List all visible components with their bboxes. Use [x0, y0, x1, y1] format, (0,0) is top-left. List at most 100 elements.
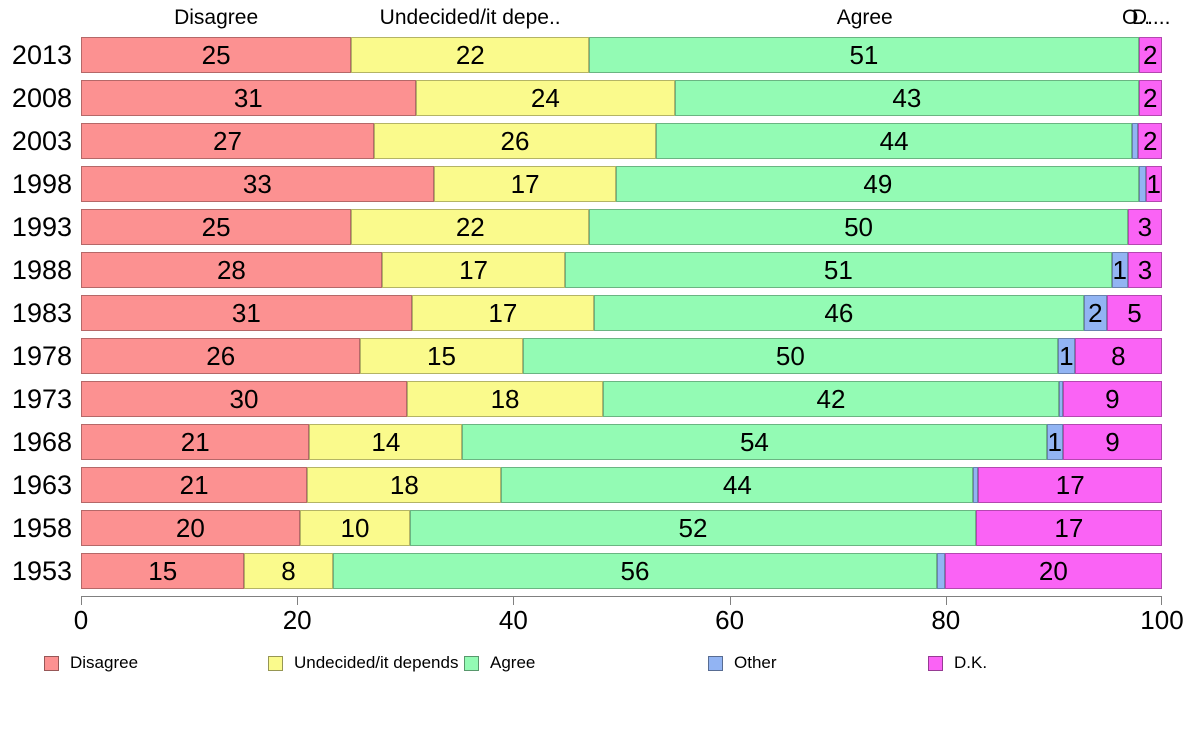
- value-label: 1: [1059, 341, 1074, 371]
- bar-segment-undecided-it-depends[interactable]: 14: [309, 424, 463, 460]
- bar-segment-agree[interactable]: 54: [462, 424, 1047, 460]
- x-axis-tick: [513, 597, 515, 605]
- bar-segment-undecided-it-depends[interactable]: 18: [307, 467, 502, 503]
- value-label: 43: [892, 83, 922, 113]
- legend-label: Other: [734, 653, 777, 672]
- bar-segment-disagree[interactable]: 21: [81, 467, 308, 503]
- bar-segment-d-k[interactable]: 1: [1145, 166, 1162, 202]
- bar-segment-undecided-it-depends[interactable]: 17: [411, 295, 594, 331]
- bar-segment-agree[interactable]: 43: [675, 80, 1139, 116]
- bar-segment-disagree[interactable]: 30: [81, 381, 407, 417]
- bar-track: 21 14 54 1 9: [81, 424, 1163, 460]
- bar-segment-other[interactable]: 1: [1058, 338, 1075, 374]
- bar-segment-disagree[interactable]: 33: [81, 166, 434, 202]
- legend-swatch-disagree: [44, 655, 59, 671]
- bar-segment-undecided-it-depends[interactable]: 8: [244, 553, 333, 589]
- bar-track: 21 18 44 17: [81, 467, 1162, 503]
- bar-segment-disagree[interactable]: 25: [81, 37, 352, 73]
- bar-segment-undecided-it-depends[interactable]: 26: [373, 123, 657, 159]
- value-label: 24: [530, 83, 560, 113]
- bar-track: 25 22 50 3: [81, 209, 1162, 245]
- year-label: 2003: [11, 126, 72, 156]
- bar-segment-undecided-it-depends[interactable]: 22: [351, 209, 590, 245]
- x-axis-tick: [945, 597, 947, 605]
- bar-segment-undecided-it-depends[interactable]: 17: [381, 252, 566, 288]
- bar-segment-disagree[interactable]: 31: [81, 295, 412, 331]
- bar-segment-undecided-it-depends[interactable]: 10: [299, 510, 411, 546]
- value-label: 31: [233, 83, 263, 113]
- bar-segment-other[interactable]: [1132, 123, 1139, 159]
- bar-segment-d-k[interactable]: 2: [1138, 37, 1162, 73]
- bar-segment-disagree[interactable]: 26: [81, 338, 361, 374]
- bar-segment-disagree[interactable]: 21: [81, 424, 310, 460]
- value-label: 31: [231, 298, 261, 328]
- bar-segment-d-k[interactable]: 17: [975, 510, 1162, 546]
- x-axis-tick-label: 60: [715, 605, 745, 635]
- bar-segment-agree[interactable]: 51: [565, 252, 1112, 288]
- bar-track: 20 10 52 17: [81, 510, 1162, 546]
- bar-segment-agree[interactable]: 56: [332, 553, 938, 589]
- bar-segment-other[interactable]: [937, 553, 945, 589]
- bar-segment-d-k[interactable]: 8: [1074, 338, 1162, 374]
- bar-segment-undecided-it-depends[interactable]: 17: [433, 166, 617, 202]
- value-label: 33: [242, 169, 272, 199]
- bar-track: 25 22 51 2: [81, 37, 1162, 73]
- legend-item-d-k[interactable]: D.K.: [928, 650, 987, 676]
- value-label: 20: [175, 513, 205, 543]
- value-label: 9: [1105, 384, 1120, 414]
- bar-segment-disagree[interactable]: 20: [81, 510, 300, 546]
- x-axis-tick: [81, 597, 82, 605]
- value-label: 22: [455, 212, 485, 242]
- bar-segment-d-k[interactable]: 9: [1062, 381, 1162, 417]
- bar-segment-disagree[interactable]: 27: [81, 123, 374, 159]
- value-label: 1: [1047, 427, 1062, 457]
- bar-segment-disagree[interactable]: 25: [81, 209, 352, 245]
- legend-item-other[interactable]: Other: [708, 650, 777, 676]
- bar-segment-agree[interactable]: 52: [410, 510, 976, 546]
- value-label: 15: [148, 556, 178, 586]
- bar-segment-d-k[interactable]: 2: [1138, 123, 1162, 159]
- column-header-undecided-it-depe: Undecided/it depe..: [379, 6, 561, 29]
- bar-segment-d-k[interactable]: 3: [1127, 252, 1162, 288]
- value-label: 52: [678, 513, 708, 543]
- year-label: 1953: [11, 556, 72, 586]
- column-header-agree: Agree: [836, 6, 893, 29]
- bar-segment-d-k[interactable]: 9: [1062, 424, 1163, 460]
- bar-segment-disagree[interactable]: 28: [81, 252, 382, 288]
- legend-label: D.K.: [954, 653, 988, 672]
- bar-segment-undecided-it-depends[interactable]: 24: [415, 80, 676, 116]
- bar-segment-agree[interactable]: 44: [656, 123, 1133, 159]
- bar-segment-disagree[interactable]: 31: [81, 80, 416, 116]
- value-label: 28: [216, 255, 246, 285]
- legend-item-disagree[interactable]: Disagree: [44, 650, 138, 676]
- bar-segment-undecided-it-depends[interactable]: 18: [406, 381, 604, 417]
- bar-segment-agree[interactable]: 44: [501, 467, 974, 503]
- bar-segment-undecided-it-depends[interactable]: 22: [351, 37, 590, 73]
- bar-segment-other[interactable]: 1: [1111, 252, 1128, 288]
- bar-segment-d-k[interactable]: 2: [1138, 80, 1162, 116]
- bar-segment-other[interactable]: 2: [1083, 295, 1107, 331]
- bar-segment-d-k[interactable]: 20: [944, 553, 1162, 589]
- bar-segment-other[interactable]: [1139, 166, 1146, 202]
- bar-segment-agree[interactable]: 42: [603, 381, 1059, 417]
- bar-segment-d-k[interactable]: 5: [1106, 295, 1162, 331]
- bar-segment-d-k[interactable]: 3: [1127, 209, 1162, 245]
- legend-item-undecided-it-depends[interactable]: Undecided/it depends: [268, 650, 458, 676]
- bar-segment-agree[interactable]: 50: [522, 338, 1059, 374]
- bar-segment-other[interactable]: 1: [1046, 424, 1063, 460]
- bar-segment-d-k[interactable]: 17: [978, 467, 1162, 503]
- x-axis-tick-label: 0: [73, 605, 89, 635]
- bar-row-1998: 1998 33 17 49 1: [0, 166, 1188, 202]
- bar-segment-disagree[interactable]: 15: [81, 553, 245, 589]
- bar-segment-agree[interactable]: 49: [616, 166, 1140, 202]
- bar-segment-other[interactable]: [973, 467, 979, 503]
- bar-segment-agree[interactable]: 46: [593, 295, 1084, 331]
- bar-segment-agree[interactable]: 50: [589, 209, 1128, 245]
- column-headers: Disagree Undecided/it depe.. Agree O.. D....: [81, 0, 1170, 36]
- value-label: 1: [1112, 255, 1127, 285]
- bar-track: 26 15 50 1 8: [81, 338, 1162, 374]
- bar-segment-undecided-it-depends[interactable]: 15: [360, 338, 523, 374]
- bar-segment-agree[interactable]: 51: [589, 37, 1139, 73]
- legend-item-agree[interactable]: Agree: [464, 650, 535, 676]
- bar-segment-other[interactable]: [1058, 381, 1063, 417]
